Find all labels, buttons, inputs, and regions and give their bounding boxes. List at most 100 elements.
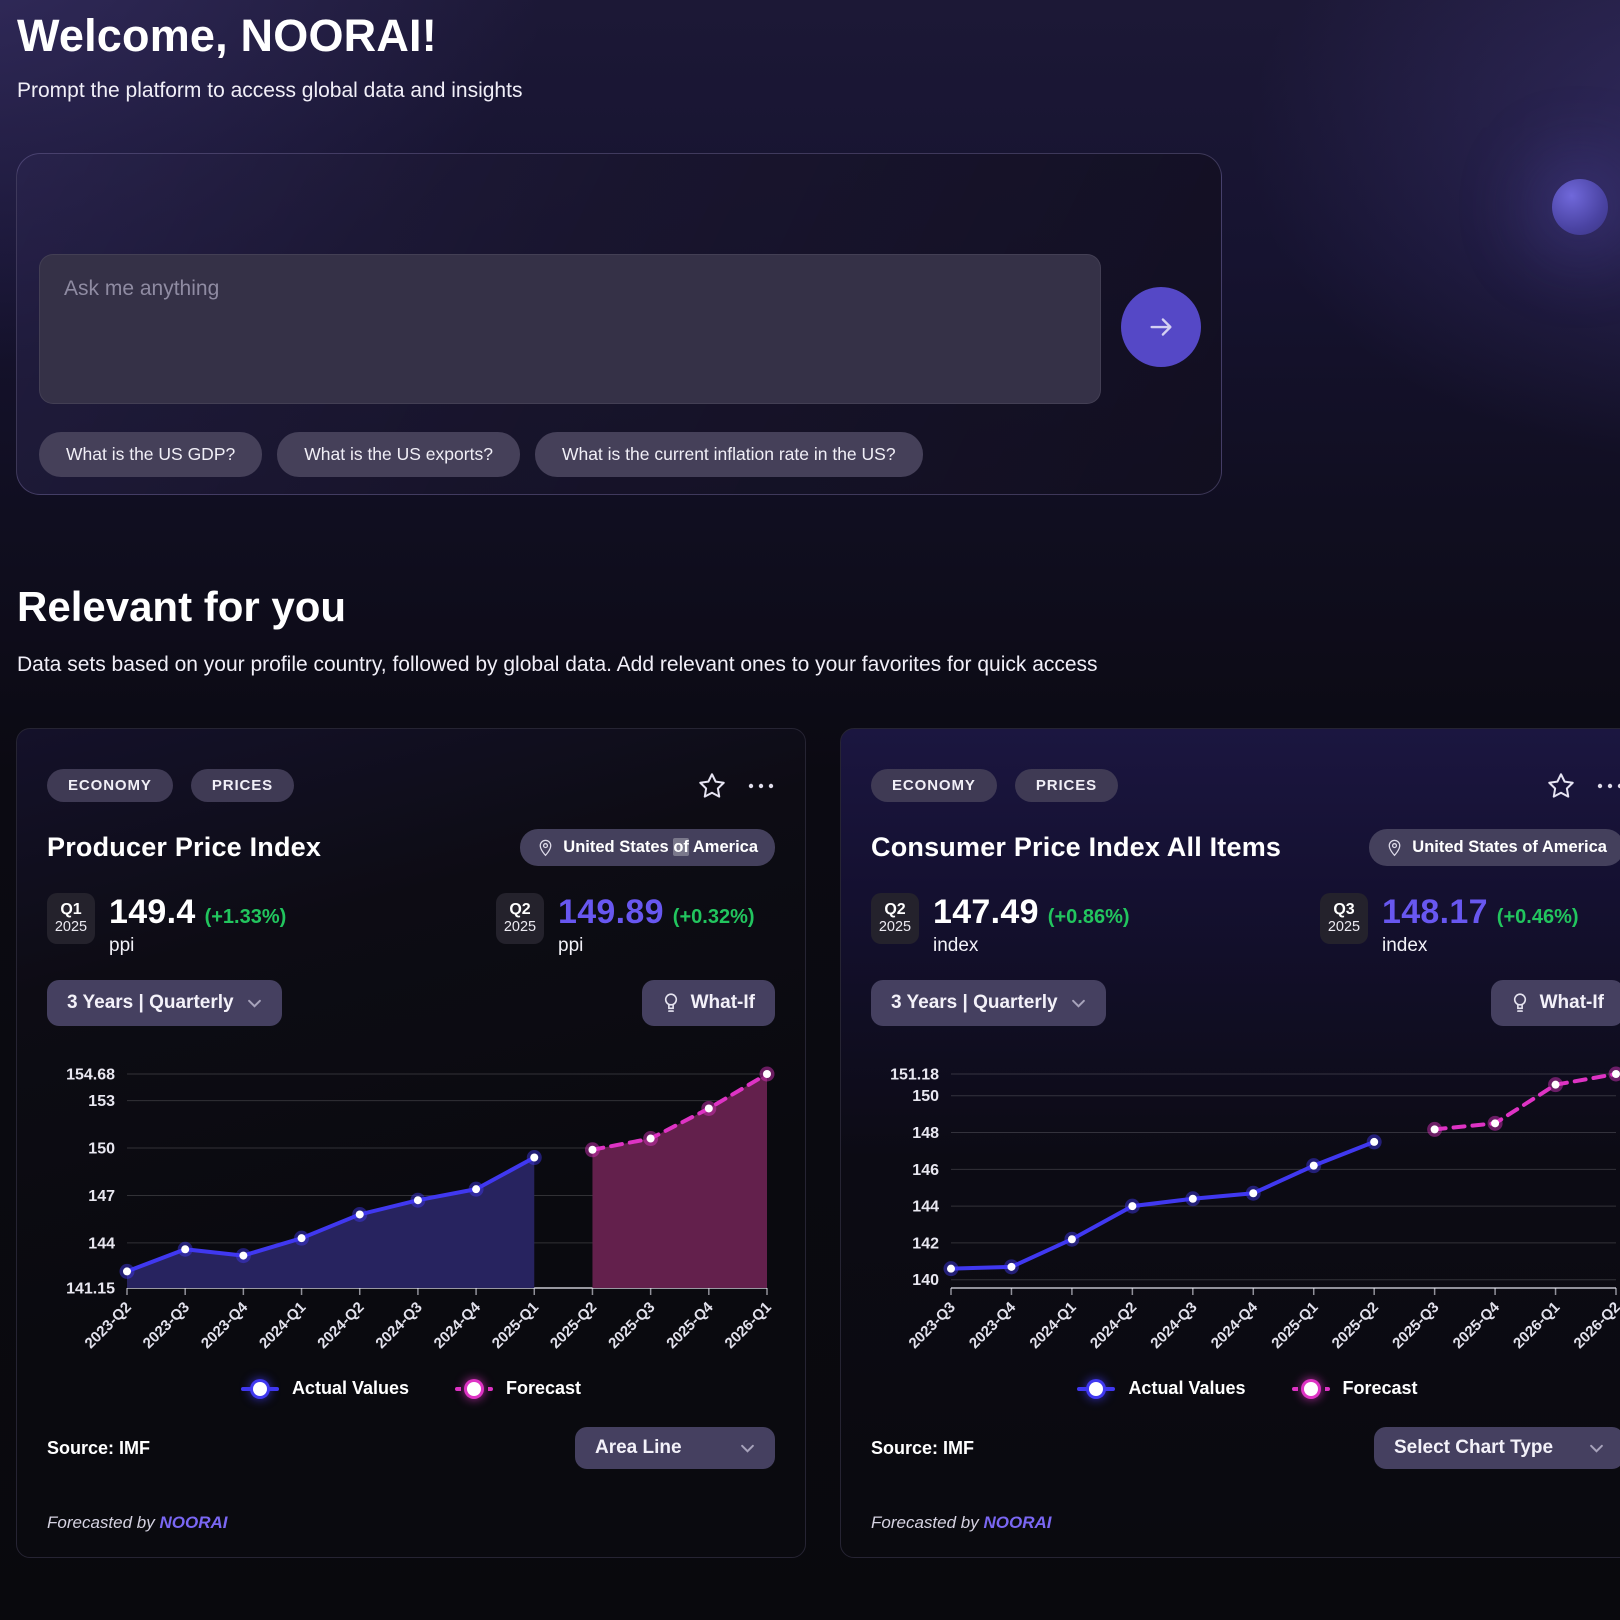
actual-marker-icon <box>240 1381 279 1396</box>
forecast-marker-icon <box>455 1381 493 1396</box>
forecast-marker-icon <box>1291 1381 1330 1396</box>
stat-change: (+0.46%) <box>1496 906 1579 928</box>
chart-type-selector[interactable]: Select Chart Type <box>1374 1427 1620 1469</box>
svg-text:2024-Q4: 2024-Q4 <box>1208 1298 1262 1352</box>
stat-current: Q2 2025 147.49 (+0.86%) index <box>871 893 1320 957</box>
suggestion-chip-exports[interactable]: What is the US exports? <box>277 432 520 477</box>
svg-text:2024-Q2: 2024-Q2 <box>314 1299 367 1352</box>
tag-list: ECONOMY PRICES <box>871 769 1119 802</box>
svg-text:151.18: 151.18 <box>890 1067 939 1084</box>
svg-text:154.68: 154.68 <box>66 1067 115 1084</box>
legend-forecast[interactable]: Forecast <box>1291 1378 1418 1399</box>
tag-economy: ECONOMY <box>871 769 997 802</box>
section-title: Relevant for you <box>17 583 347 630</box>
svg-text:2025-Q3: 2025-Q3 <box>605 1299 658 1352</box>
svg-text:2025-Q2: 2025-Q2 <box>1329 1299 1382 1352</box>
quarter-badge: Q2 2025 <box>496 893 544 944</box>
prompt-input[interactable] <box>39 254 1101 404</box>
more-menu-button[interactable] <box>1596 782 1620 790</box>
tag-prices: PRICES <box>190 769 295 802</box>
svg-text:2024-Q3: 2024-Q3 <box>1147 1299 1200 1352</box>
tag-list: ECONOMY PRICES <box>47 769 295 802</box>
chart-type-selector[interactable]: Area Line <box>575 1427 775 1469</box>
source-label: Source: IMF <box>47 1437 151 1458</box>
svg-text:2023-Q4: 2023-Q4 <box>966 1298 1020 1352</box>
svg-text:142: 142 <box>912 1235 939 1252</box>
svg-text:148: 148 <box>912 1125 939 1142</box>
page-title: Welcome, NOORAI! <box>17 10 437 61</box>
prompt-panel: What is the US GDP? What is the US expor… <box>16 153 1222 495</box>
forecast-attribution: Forecasted by NOORAI <box>871 1513 1052 1532</box>
relevant-section-header: Relevant for you Data sets based on your… <box>17 583 1620 677</box>
range-selector-dropdown[interactable]: 3 Years | Quarterly <box>47 980 282 1026</box>
section-subtitle: Data sets based on your profile country,… <box>17 653 1098 676</box>
svg-text:150: 150 <box>912 1088 939 1105</box>
location-badge: United States of America <box>520 829 775 866</box>
submit-button[interactable] <box>1121 287 1201 367</box>
svg-text:146: 146 <box>912 1162 939 1179</box>
svg-text:2025-Q1: 2025-Q1 <box>489 1299 542 1352</box>
svg-text:140: 140 <box>912 1272 939 1289</box>
svg-text:2025-Q1: 2025-Q1 <box>1268 1299 1321 1352</box>
ellipsis-icon <box>1597 783 1620 788</box>
chart-legend: Actual Values Forecast <box>871 1378 1620 1399</box>
svg-text:2025-Q3: 2025-Q3 <box>1389 1299 1442 1352</box>
chart-legend: Actual Values Forecast <box>47 1378 775 1399</box>
page-subtitle: Prompt the platform to access global dat… <box>17 79 523 102</box>
favorite-button[interactable] <box>697 771 727 801</box>
stat-change: (+0.86%) <box>1047 906 1130 928</box>
svg-text:150: 150 <box>88 1141 115 1158</box>
legend-actual-values[interactable]: Actual Values <box>240 1378 409 1399</box>
suggestion-chip-gdp[interactable]: What is the US GDP? <box>39 432 263 477</box>
suggestion-chips: What is the US GDP? What is the US expor… <box>39 432 1199 477</box>
svg-text:2026-Q1: 2026-Q1 <box>722 1299 775 1352</box>
svg-text:2023-Q4: 2023-Q4 <box>198 1298 252 1352</box>
svg-text:2025-Q4: 2025-Q4 <box>663 1298 717 1352</box>
page-header: Welcome, NOORAI! Prompt the platform to … <box>0 0 1620 103</box>
star-icon <box>699 772 725 798</box>
noorai-brand-link[interactable]: NOORAI <box>159 1513 228 1532</box>
svg-text:2026-Q2: 2026-Q2 <box>1571 1299 1620 1352</box>
tag-prices: PRICES <box>1014 769 1119 802</box>
svg-text:2024-Q4: 2024-Q4 <box>431 1298 485 1352</box>
more-menu-button[interactable] <box>747 782 775 790</box>
location-badge: United States of America <box>1369 829 1620 866</box>
svg-text:141.15: 141.15 <box>66 1281 115 1298</box>
range-selector-dropdown[interactable]: 3 Years | Quarterly <box>871 980 1106 1026</box>
stat-change: (+1.33%) <box>204 906 287 928</box>
stat-value: 147.49 <box>933 893 1039 931</box>
stat-unit: index <box>1382 935 1428 956</box>
legend-forecast[interactable]: Forecast <box>455 1378 581 1399</box>
ppi-card: ECONOMY PRICES <box>16 728 806 1558</box>
favorite-button[interactable] <box>1546 771 1576 801</box>
chevron-down-icon <box>1071 999 1085 1008</box>
stat-value: 149.4 <box>109 893 196 931</box>
suggestion-chip-inflation[interactable]: What is the current inflation rate in th… <box>534 432 923 477</box>
svg-text:2023-Q2: 2023-Q2 <box>82 1299 135 1352</box>
location-text: United States of America <box>1412 838 1607 856</box>
stat-unit: ppi <box>558 935 584 956</box>
lightbulb-icon <box>664 992 677 1012</box>
legend-actual-values[interactable]: Actual Values <box>1077 1378 1246 1399</box>
svg-text:2025-Q4: 2025-Q4 <box>1450 1298 1504 1352</box>
card-title: Consumer Price Index All Items <box>871 832 1282 862</box>
location-pin-icon <box>539 839 552 857</box>
forecast-attribution: Forecasted by NOORAI <box>47 1513 228 1532</box>
card-title: Producer Price Index <box>47 832 322 862</box>
svg-text:2024-Q1: 2024-Q1 <box>256 1299 309 1352</box>
svg-text:144: 144 <box>88 1235 115 1252</box>
stat-unit: index <box>933 935 979 956</box>
location-pin-icon <box>1388 839 1401 857</box>
quarter-badge: Q3 2025 <box>1320 893 1368 944</box>
arrow-right-icon <box>1150 318 1172 336</box>
svg-text:2023-Q3: 2023-Q3 <box>140 1299 193 1352</box>
what-if-button[interactable]: What-If <box>641 980 775 1026</box>
noorai-brand-link[interactable]: NOORAI <box>983 1513 1052 1532</box>
stat-current: Q1 2025 149.4 (+1.33%) ppi <box>47 893 496 957</box>
svg-text:2025-Q2: 2025-Q2 <box>547 1299 600 1352</box>
stat-value: 148.17 <box>1382 893 1488 931</box>
what-if-button[interactable]: What-If <box>1490 980 1620 1026</box>
chevron-down-icon <box>1590 1444 1603 1453</box>
